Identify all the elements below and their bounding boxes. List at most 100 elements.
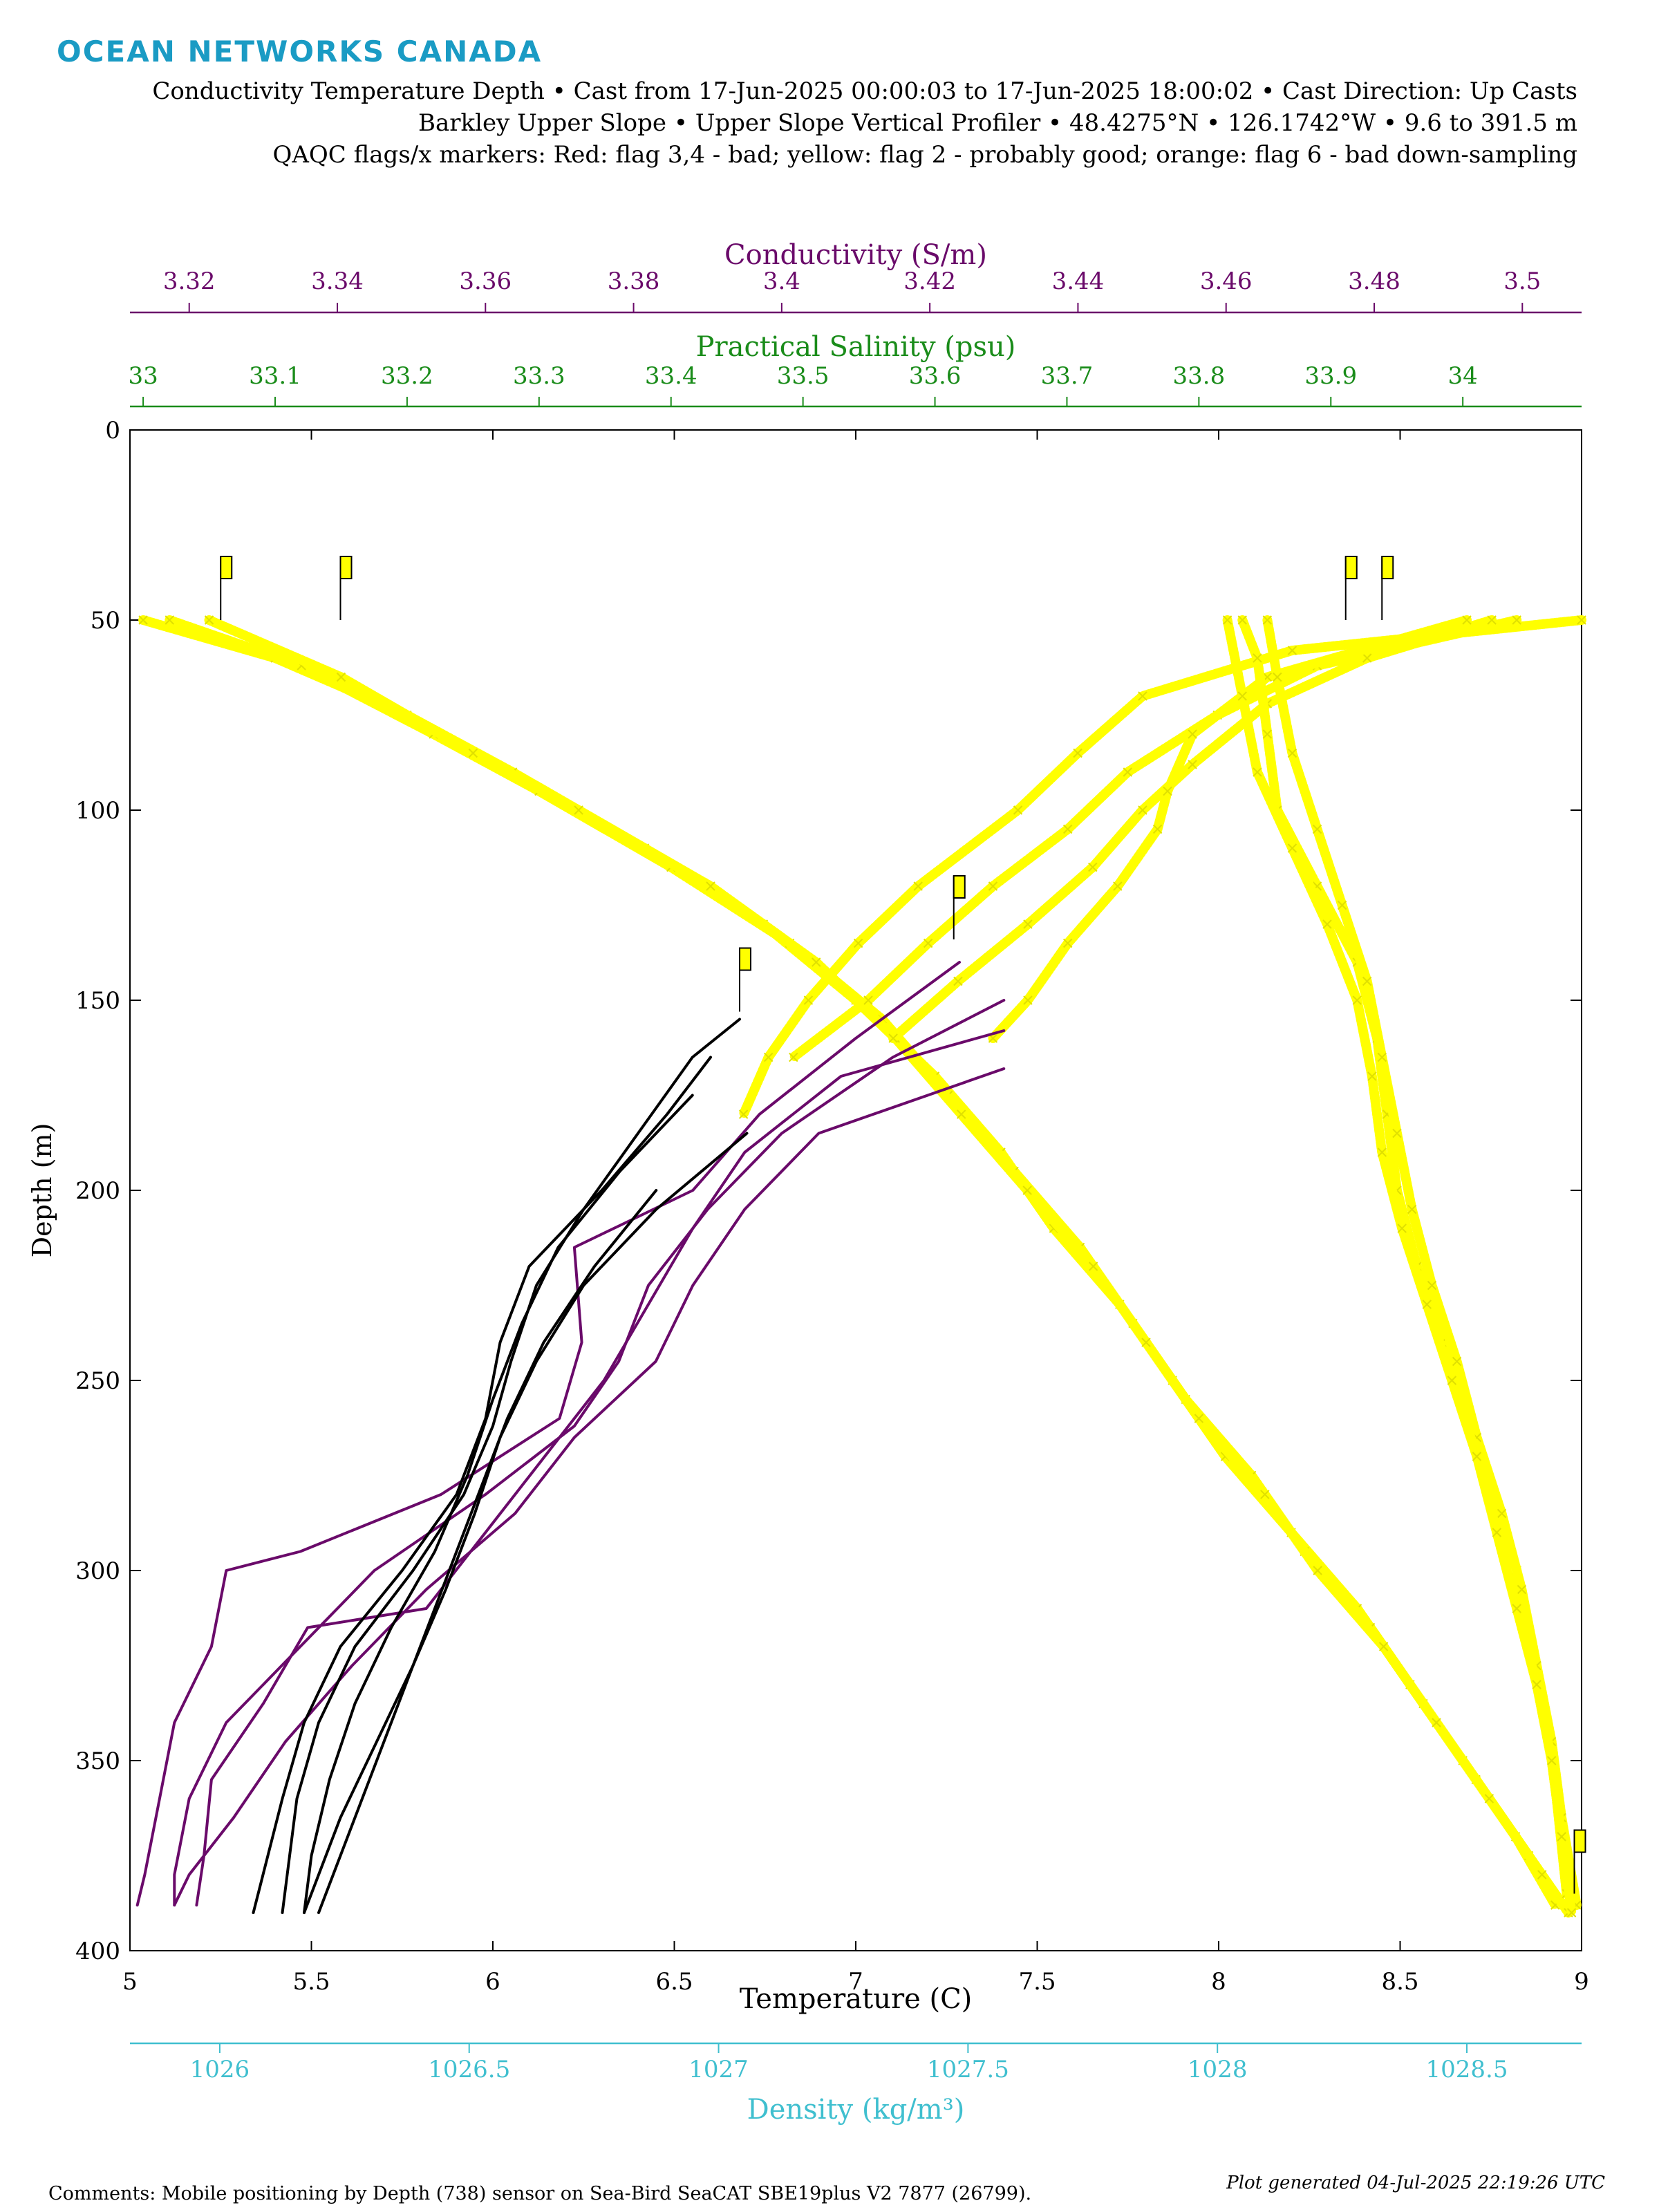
- density-x-marker: [1362, 976, 1372, 986]
- salinity-x-marker: [468, 748, 478, 758]
- density-x-marker: [1427, 1280, 1437, 1291]
- density-x-marker: [1532, 1680, 1541, 1689]
- density-x-marker: [1237, 615, 1247, 625]
- ocean-networks-canada-logo: OCEAN NETWORKS CANADA: [57, 35, 543, 68]
- density-x-marker: [1377, 1052, 1387, 1062]
- density-x-marker: [1362, 653, 1372, 663]
- temperature-tick-label: 7: [848, 1968, 863, 1996]
- density-x-marker: [953, 976, 963, 986]
- density-x-marker: [1352, 995, 1362, 1005]
- conductivity-tick-label: 3.4: [763, 268, 800, 295]
- salinity-axis-label: Practical Salinity (psu): [696, 331, 1016, 363]
- salinity-tick-label: 33.9: [1304, 362, 1357, 390]
- density-x-marker: [1407, 1204, 1417, 1215]
- density-cast-1: [738, 615, 1586, 1119]
- depth-axis-label: Depth (m): [27, 1123, 57, 1258]
- density-x-marker: [1138, 805, 1147, 815]
- density-x-marker: [1253, 653, 1262, 663]
- density-x-marker: [1062, 824, 1073, 834]
- comments-footer: Comments: Mobile positioning by Depth (7…: [48, 2183, 1032, 2204]
- salinity-x-marker: [574, 805, 583, 815]
- conductivity-tick-label: 3.48: [1348, 268, 1400, 295]
- density-x-marker: [1113, 881, 1123, 891]
- conductivity-cast-2: [173, 999, 1006, 1906]
- density-x-marker: [1163, 786, 1172, 796]
- depth-tick-label: 50: [91, 607, 120, 635]
- axes-layer: 0 50 100 150 200 250 300 350 400 Depth (m) 5 5.5 6 6.…: [27, 239, 1589, 2126]
- density-x-marker: [1138, 691, 1147, 701]
- plot-title-line-3: QAQC flags/x markers: Red: flag 3,4 - ba…: [272, 141, 1577, 169]
- density-x-marker: [1123, 767, 1133, 777]
- density-x-marker: [1462, 615, 1472, 625]
- salinity-x-marker: [138, 615, 148, 625]
- salinity-tick-label: 33.2: [381, 362, 433, 390]
- density-x-marker: [1287, 843, 1297, 853]
- density-x-marker: [1237, 691, 1247, 701]
- temperature-cast-3: [303, 1094, 694, 1914]
- depth-tick-label: 400: [75, 1938, 120, 1965]
- salinity-tick-label: 33.5: [777, 362, 830, 390]
- salinity-x-marker: [1260, 1490, 1270, 1499]
- density-x-marker: [789, 1052, 798, 1062]
- depth-tick-label: 200: [75, 1177, 120, 1205]
- density-x-marker: [863, 995, 873, 1005]
- density-x-marker: [1397, 1224, 1407, 1233]
- temperature-axis-label: Temperature (C): [740, 1983, 973, 2015]
- density-x-marker: [1287, 646, 1297, 655]
- salinity-x-marker: [1537, 1870, 1547, 1880]
- density-x-marker: [803, 995, 814, 1005]
- conductivity-tick-label: 3.44: [1052, 268, 1105, 295]
- density-x-marker: [1472, 1452, 1482, 1461]
- density-x-marker: [1253, 767, 1262, 777]
- depth-tick-label: 300: [75, 1557, 120, 1585]
- density-x-marker: [764, 1052, 774, 1062]
- density-x-marker: [1287, 748, 1297, 758]
- density-x-marker: [1188, 729, 1197, 739]
- density-x-marker: [1273, 672, 1282, 682]
- salinity-tick-label: 33.8: [1173, 362, 1226, 390]
- density-x-marker: [1152, 824, 1163, 834]
- density-x-marker: [1497, 1508, 1507, 1519]
- salinity-tick-label: 33.6: [909, 362, 962, 390]
- temperature-cast-5: [317, 1189, 658, 1914]
- salinity-x-marker: [1088, 1262, 1098, 1271]
- density-tick-label: 1027.5: [927, 2056, 1009, 2083]
- data-layer: [135, 615, 1586, 1918]
- salinity-tick-label: 34: [1448, 362, 1478, 390]
- salinity-x-marker: [1194, 1414, 1204, 1423]
- density-tick-label: 1026: [190, 2056, 250, 2083]
- density-tick-label: 1028: [1188, 2056, 1248, 2083]
- salinity-tick-label: 33.7: [1041, 362, 1094, 390]
- density-x-marker: [1422, 1300, 1432, 1309]
- flag-layer: [220, 556, 1586, 1894]
- qaqc-flag-marker: [339, 556, 353, 579]
- density-x-marker: [1088, 862, 1098, 872]
- qaqc-flag-marker: [953, 875, 966, 899]
- conductivity-tick-label: 3.32: [163, 268, 216, 295]
- depth-tick-label: 350: [75, 1747, 120, 1775]
- density-x-marker: [738, 1109, 749, 1119]
- density-x-marker: [1566, 1908, 1577, 1918]
- salinity-x-marker: [1313, 1566, 1322, 1575]
- density-x-marker: [1487, 615, 1497, 625]
- density-tick-label: 1027: [688, 2056, 749, 2083]
- density-x-marker: [1322, 919, 1332, 929]
- density-x-marker: [1073, 748, 1082, 758]
- conductivity-cast-4: [173, 1067, 1006, 1906]
- conductivity-tick-label: 3.5: [1503, 268, 1541, 295]
- temperature-tick-label: 8.5: [1381, 1968, 1418, 1996]
- density-x-marker: [1023, 995, 1033, 1005]
- salinity-x-marker: [204, 615, 214, 625]
- density-x-marker: [853, 938, 863, 948]
- density-x-marker: [1517, 1584, 1527, 1595]
- salinity-x-marker: [1484, 1794, 1494, 1803]
- density-x-marker: [1013, 805, 1023, 815]
- density-tick-label: 1028.5: [1426, 2056, 1508, 2083]
- salinity-tick-label: 33: [128, 362, 158, 390]
- density-x-marker: [913, 881, 923, 891]
- conductivity-tick-label: 3.36: [459, 268, 512, 295]
- density-x-marker: [1188, 760, 1197, 769]
- temperature-cast-1: [281, 1018, 741, 1914]
- salinity-x-marker: [336, 672, 346, 682]
